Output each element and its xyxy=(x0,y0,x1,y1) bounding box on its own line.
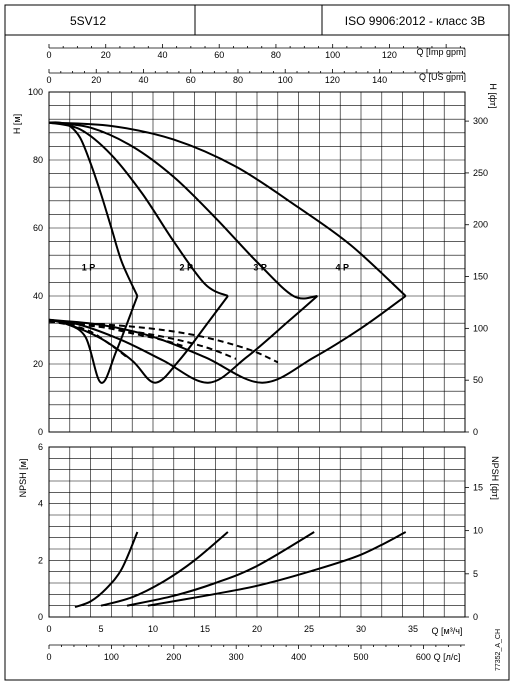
head-plot-border xyxy=(48,91,466,433)
imp-tick-label: 120 xyxy=(382,50,397,60)
imp-tick-label: 100 xyxy=(325,50,340,60)
m3h-tick-label: 25 xyxy=(304,624,314,634)
npsh-plot-border xyxy=(48,446,466,618)
npsh-ft-tick-label: 15 xyxy=(473,482,483,492)
lmin-tick-label: 600 xyxy=(416,652,431,662)
head-curves: 1 P 2 P 3 P 4 P xyxy=(48,121,407,384)
us-tick-label: 0 xyxy=(46,75,51,85)
m3h-tick-label: 15 xyxy=(200,624,210,634)
head-curve-4p xyxy=(48,121,407,297)
standard-title: ISO 9906:2012 - класс 3B xyxy=(345,14,485,28)
us-tick-label: 140 xyxy=(372,75,387,85)
head-tick-label: 60 xyxy=(33,223,43,233)
npsh-curve-3p xyxy=(126,531,315,607)
head-curve-2p xyxy=(48,121,229,297)
head-ft-tick-label: 200 xyxy=(473,220,488,230)
us-tick-label: 80 xyxy=(233,75,243,85)
npsh-right-axis-label: NPSH [фт] xyxy=(490,456,500,500)
us-tick-label: 60 xyxy=(186,75,196,85)
power-curve-4p xyxy=(48,320,279,364)
npsh-tick-label: 0 xyxy=(38,612,43,622)
us-tick-label: 120 xyxy=(325,75,340,85)
bottom-m3h-axis-label: Q [м³/ч] xyxy=(432,626,463,636)
head-ft-tick-label: 250 xyxy=(473,168,488,178)
m3h-tick-label: 20 xyxy=(252,624,262,634)
head-tick-label: 20 xyxy=(33,359,43,369)
m3h-tick-label: 35 xyxy=(408,624,418,634)
efficiency-curve-2p xyxy=(48,295,229,384)
head-plot-grid xyxy=(48,91,466,433)
m3h-tick-label: 5 xyxy=(98,624,103,634)
imp-tick-label: 0 xyxy=(46,50,51,60)
head-tick-label: 40 xyxy=(33,291,43,301)
us-tick-label: 40 xyxy=(138,75,148,85)
npsh-curve-1p xyxy=(74,531,139,609)
lmin-tick-label: 100 xyxy=(104,652,119,662)
head-left-axis-label: H [м] xyxy=(12,114,22,134)
lmin-tick-label: 200 xyxy=(166,652,181,662)
lmin-tick-label: 400 xyxy=(291,652,306,662)
head-right-axis-label: H [фт] xyxy=(488,83,498,108)
series-label-2p: 2 P xyxy=(180,263,194,273)
head-ft-tick-label: 50 xyxy=(473,375,483,385)
top-us-axis-label: Q [US gpm] xyxy=(419,72,466,82)
lmin-tick-label: 300 xyxy=(229,652,244,662)
imp-tick-label: 80 xyxy=(271,50,281,60)
m3h-tick-label: 30 xyxy=(356,624,366,634)
npsh-curve-2p xyxy=(100,531,229,607)
lmin-tick-label: 500 xyxy=(353,652,368,662)
footer-code: 77352_A_CH xyxy=(495,629,502,671)
npsh-tick-label: 6 xyxy=(38,442,43,452)
head-tick-label: 0 xyxy=(38,427,43,437)
series-label-4p: 4 P xyxy=(336,263,350,273)
head-ft-tick-label: 100 xyxy=(473,323,488,333)
power-curve-3p xyxy=(48,320,237,360)
lmin-tick-label: 0 xyxy=(46,652,51,662)
head-tick-label: 100 xyxy=(28,87,43,97)
npsh-curves xyxy=(74,531,407,609)
m3h-tick-label: 0 xyxy=(46,624,51,634)
m3h-tick-label: 10 xyxy=(148,624,158,634)
efficiency-curve-1p xyxy=(48,295,139,384)
imp-tick-label: 60 xyxy=(214,50,224,60)
imp-tick-label: 40 xyxy=(157,50,167,60)
head-ft-tick-label: 150 xyxy=(473,272,488,282)
head-tick-label: 80 xyxy=(33,155,43,165)
head-ft-tick-label: 0 xyxy=(473,427,478,437)
npsh-plot-grid xyxy=(48,446,466,618)
head-ft-tick-label: 300 xyxy=(473,116,488,126)
series-label-3p: 3 P xyxy=(253,263,267,273)
chart-frame xyxy=(4,34,510,681)
npsh-left-axis-label: NPSH [м] xyxy=(18,459,28,498)
bottom-lmin-axis-label: Q [л/с] xyxy=(434,652,461,662)
series-label-1p: 1 P xyxy=(82,263,96,273)
efficiency-curve-3p xyxy=(48,295,318,384)
npsh-tick-label: 2 xyxy=(38,555,43,565)
head-curve-3p xyxy=(48,121,318,300)
top-imp-axis-label: Q [Imp gpm] xyxy=(416,47,466,57)
npsh-ft-tick-label: 0 xyxy=(473,612,478,622)
npsh-ft-tick-label: 5 xyxy=(473,569,478,579)
us-tick-label: 100 xyxy=(278,75,293,85)
model-title: 5SV12 xyxy=(70,14,106,28)
npsh-ft-tick-label: 10 xyxy=(473,526,483,536)
efficiency-curve-4p xyxy=(48,295,407,384)
npsh-tick-label: 4 xyxy=(38,499,43,509)
imp-tick-label: 20 xyxy=(101,50,111,60)
npsh-curve-4p xyxy=(147,531,407,607)
us-tick-label: 20 xyxy=(91,75,101,85)
